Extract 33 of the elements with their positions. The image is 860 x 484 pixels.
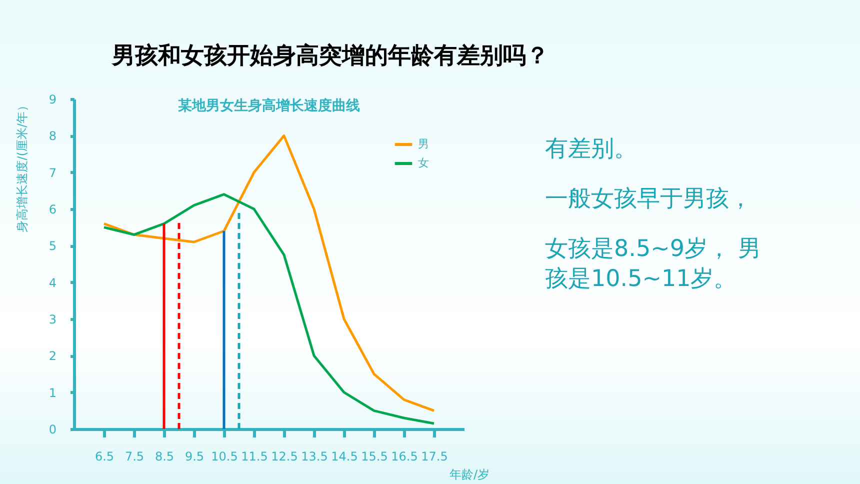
y-tick-label: 9 (48, 92, 56, 106)
y-tick-label: 5 (48, 239, 56, 254)
x-tick-label: 10.5 (211, 450, 238, 464)
legend-label: 女 (418, 156, 429, 170)
x-tick-label: 14.5 (331, 450, 358, 464)
x-tick-label: 12.5 (271, 450, 298, 464)
x-tick-label: 17.5 (421, 450, 448, 464)
x-axis-title: 年龄/岁 (450, 468, 490, 482)
text: 一般女孩早于男孩， (545, 184, 753, 214)
y-tick-label: 7 (48, 166, 56, 180)
x-tick-label: 7.5 (124, 450, 144, 464)
y-tick-label: 0 (48, 422, 56, 436)
x-tick-label: 8.5 (154, 450, 174, 464)
y-tick-label: 4 (48, 276, 56, 290)
line-series (102, 193, 436, 425)
y-tick-label: 8 (48, 129, 56, 144)
x-tick-label: 15.5 (361, 450, 388, 464)
legend-label: 男 (418, 138, 429, 150)
x-tick-label: 16.5 (391, 450, 418, 464)
line-series (102, 134, 436, 412)
text: 有差别。 (545, 135, 638, 164)
y-tick-label: 2 (48, 349, 56, 364)
y-axis-title: 身高增长速度/(厘米/年） (14, 100, 29, 232)
x-tick-label: 6.5 (94, 450, 114, 464)
y-tick-label: 3 (48, 312, 56, 326)
x-tick-label: 13.5 (301, 450, 328, 464)
chart-title: 某地男女生身高增长速度曲线 (177, 97, 360, 114)
y-tick-label: 1 (48, 386, 56, 400)
text: 女孩是8.5~9岁， 男孩是10.5~11岁。 (545, 234, 762, 294)
y-tick-label: 6 (48, 202, 56, 216)
x-tick-label: 9.5 (184, 450, 204, 464)
text: 男孩和女孩开始身高突增的年龄有差别吗？ (112, 42, 549, 71)
x-tick-label: 11.5 (241, 450, 268, 464)
